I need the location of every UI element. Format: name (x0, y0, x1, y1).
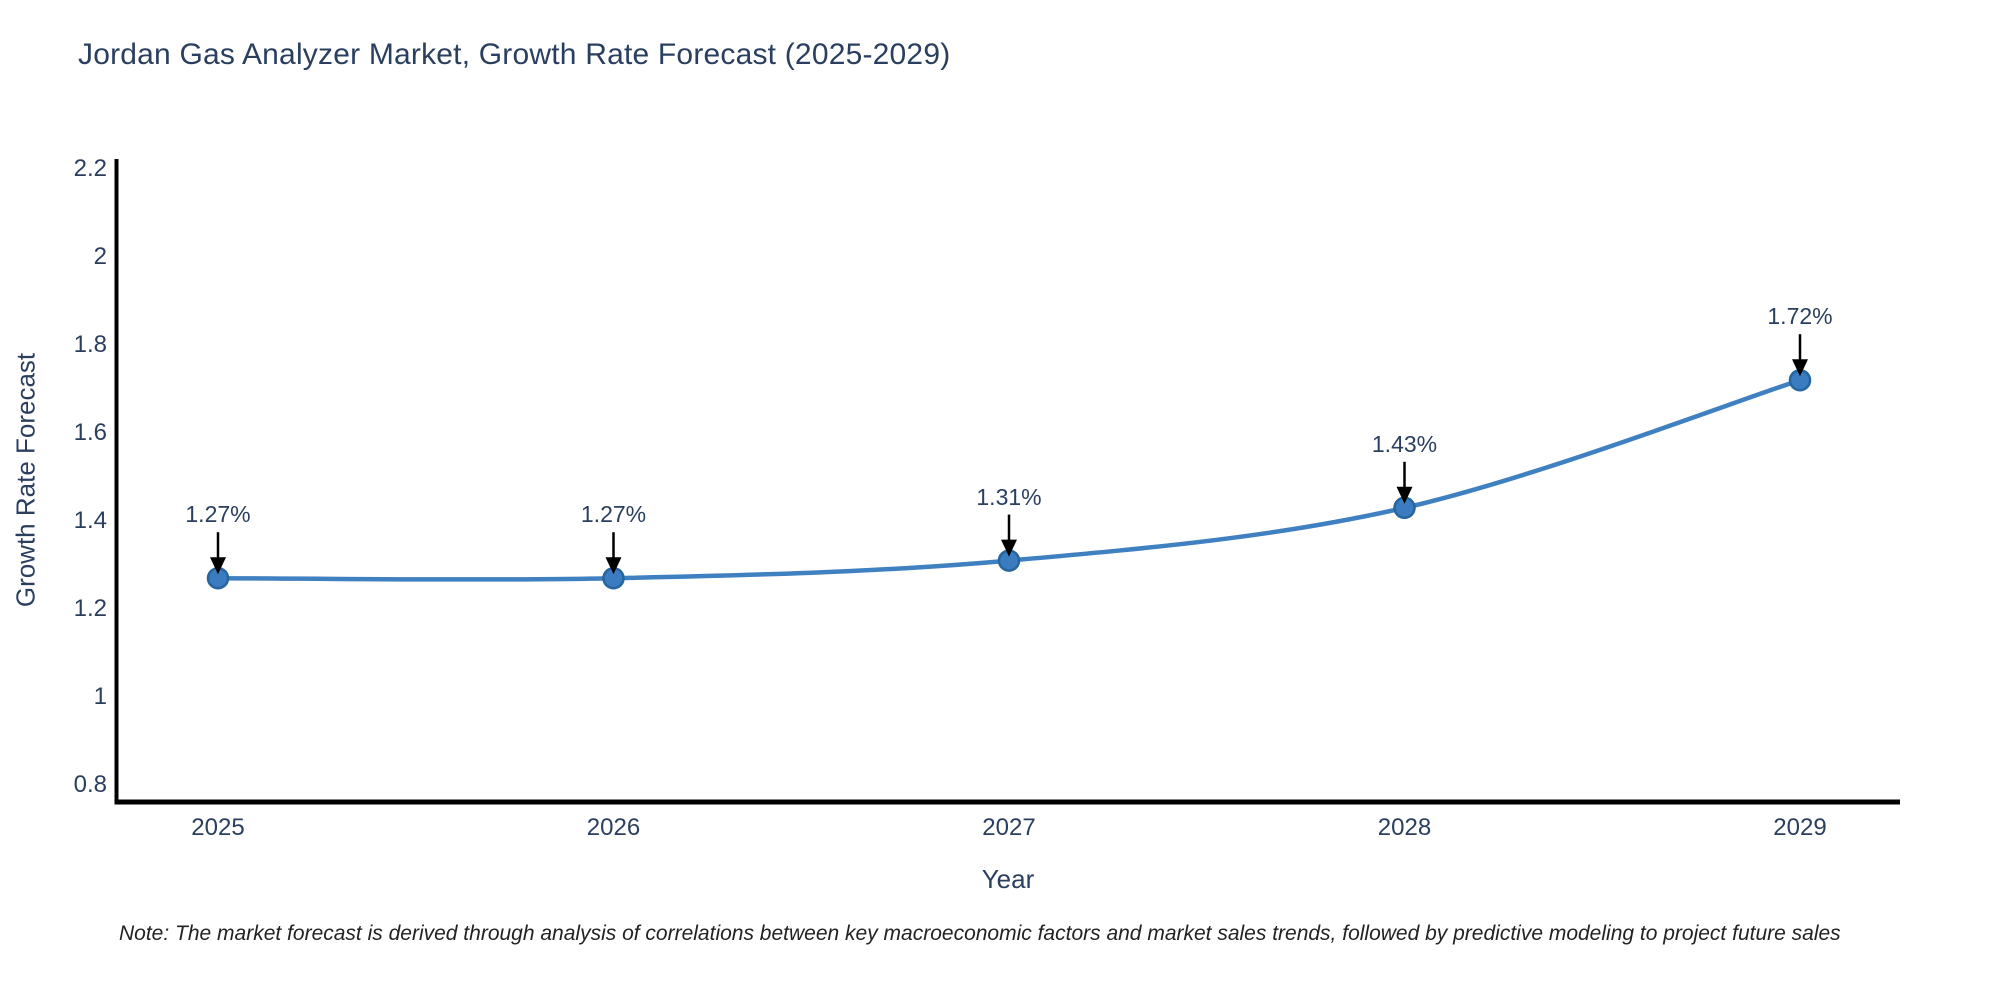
point-label: 1.27% (185, 501, 251, 528)
y-tick-label: 1 (93, 683, 107, 710)
point-label: 1.31% (976, 483, 1042, 510)
y-tick-label: 1.2 (73, 595, 107, 622)
y-tick-label: 0.8 (73, 771, 107, 798)
annotation-arrowhead-icon (1792, 359, 1808, 377)
annotation-arrowhead-icon (1396, 486, 1413, 504)
x-tick-label: 2027 (982, 814, 1036, 841)
y-tick-label: 1.6 (73, 419, 107, 446)
x-tick-label: 2029 (1773, 814, 1827, 841)
annotation-arrowhead-icon (1001, 539, 1017, 557)
y-tick-label: 1.4 (73, 507, 107, 534)
chart-title: Jordan Gas Analyzer Market, Growth Rate … (78, 38, 951, 71)
point-label: 1.27% (580, 501, 647, 528)
footnote: Note: The market forecast is derived thr… (119, 922, 1841, 945)
annotation-arrowhead-icon (210, 557, 226, 575)
annotation-arrowhead-icon (605, 557, 622, 575)
y-tick-label: 2 (93, 243, 107, 270)
y-tick-label: 2.2 (73, 155, 107, 182)
y-tick-label: 1.8 (73, 331, 107, 358)
point-label: 1.43% (1371, 430, 1438, 457)
x-tick-label: 2026 (586, 814, 641, 841)
x-axis-title: Year (981, 864, 1035, 894)
x-tick-label: 2028 (1377, 814, 1432, 841)
x-tick-label: 2025 (191, 814, 245, 841)
point-label: 1.72% (1767, 303, 1833, 330)
